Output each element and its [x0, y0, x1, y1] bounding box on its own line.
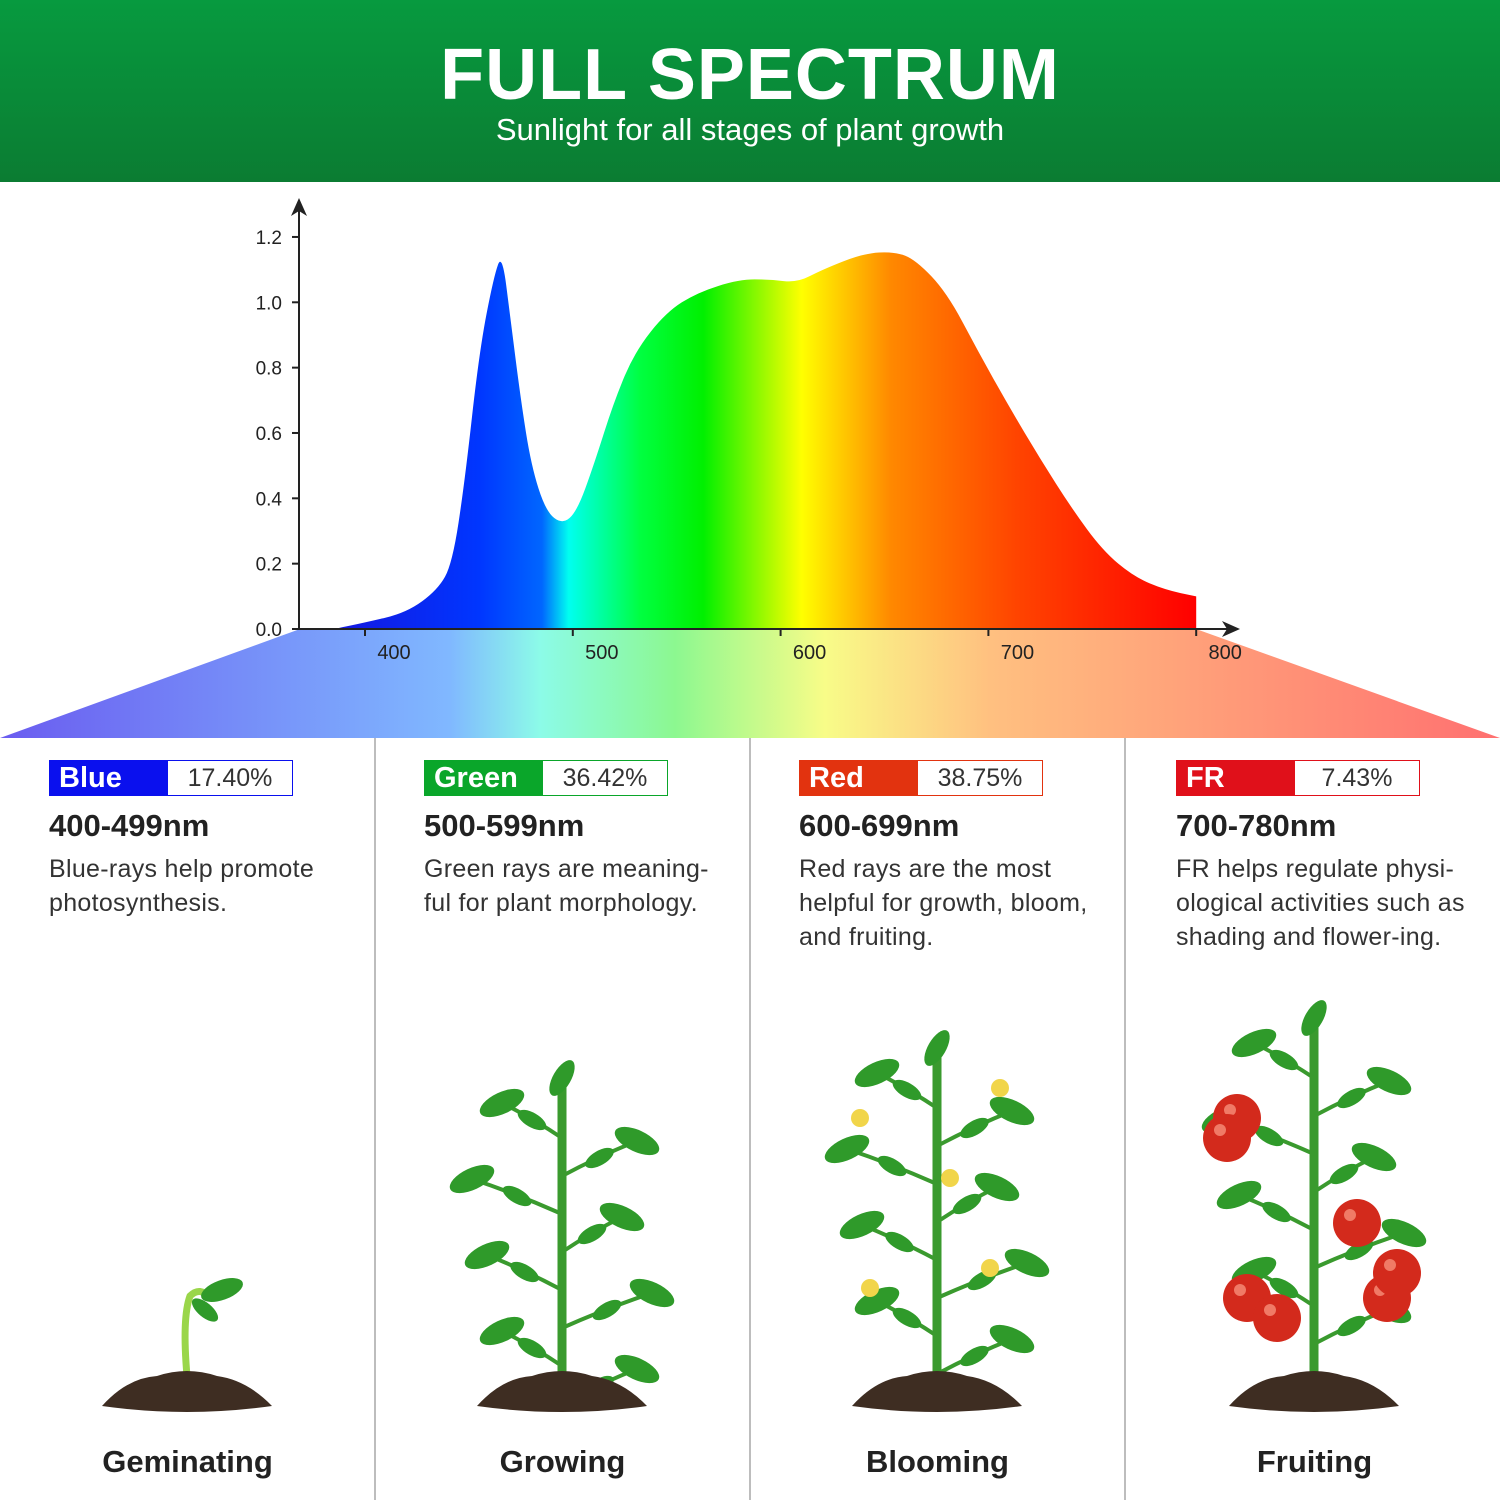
band-name: Red: [800, 761, 918, 795]
band-column-green: Green 36.42% 500-599nm Green rays are me…: [375, 738, 750, 1500]
band-column-fr: FR 7.43% 700-780nm FR helps regulate phy…: [1127, 738, 1500, 1500]
y-tick-label: 1.0: [256, 293, 282, 314]
plant-illustration-growing: [449, 1060, 675, 1412]
band-range: 700-780nm: [1176, 808, 1337, 843]
y-tick-label: 0.6: [256, 424, 282, 445]
growth-stage-label: Blooming: [866, 1444, 1009, 1479]
column-divider: [749, 738, 751, 1500]
plant-illustration-blooming: [824, 1030, 1050, 1412]
spectrum-chart: 0.0 0.2 0.4 0.6 0.8 1.0 1.2 400 500 600 700 800: [0, 198, 1500, 738]
column-divider: [1124, 738, 1126, 1500]
band-description: Red rays are the most helpful for growth…: [799, 855, 1088, 951]
band-badge: Red 38.75%: [799, 760, 1043, 796]
growth-stage-label: Fruiting: [1256, 1444, 1373, 1479]
plant-illustration-fruiting: [1201, 1000, 1427, 1412]
band-column-red: Red 38.75% 600-699nm Red rays are the mo…: [750, 738, 1125, 1500]
plant-illustration-geminating: [102, 1278, 272, 1412]
band-percent: 7.43%: [1321, 764, 1393, 792]
band-badge: FR 7.43%: [1176, 760, 1420, 796]
band-name: Blue: [50, 761, 168, 795]
band-name: FR: [1177, 761, 1295, 795]
x-tick-label: 500: [585, 642, 618, 664]
band-percent: 38.75%: [937, 764, 1023, 792]
y-tick-label: 0.0: [256, 620, 282, 641]
page-subtitle: Sunlight for all stages of plant growth: [495, 112, 1005, 147]
x-tick-label: 600: [793, 642, 826, 664]
x-tick-label: 400: [377, 642, 410, 664]
band-description: Green rays are meaning-ful for plant mor…: [424, 855, 709, 917]
y-tick-label: 0.4: [256, 489, 283, 510]
y-axis-arrow: [291, 198, 307, 216]
band-column-blue: Blue 17.40% 400-499nm Blue-rays help pro…: [0, 738, 375, 1500]
band-name: Green: [425, 761, 543, 795]
x-tick-label: 800: [1209, 642, 1242, 664]
x-axis-arrow: [1222, 621, 1240, 637]
band-range: 400-499nm: [49, 808, 210, 843]
band-description: FR helps regulate physi-ological activit…: [1176, 855, 1465, 951]
band-description: Blue-rays help promote photosynthesis.: [49, 855, 315, 917]
band-badge: Blue 17.40%: [49, 760, 293, 796]
band-range: 500-599nm: [424, 808, 585, 843]
band-badge: Green 36.42%: [424, 760, 668, 796]
y-tick-label: 0.8: [256, 359, 282, 380]
band-percent: 36.42%: [562, 764, 648, 792]
growth-stage-label: Growing: [499, 1444, 626, 1479]
spectrum-area: [333, 252, 1197, 629]
spectrum-fan: [0, 629, 1500, 738]
y-tick-label: 0.2: [256, 555, 282, 576]
band-percent: 17.40%: [187, 764, 273, 792]
y-tick-label: 1.2: [256, 228, 282, 249]
growth-stage-label: Geminating: [102, 1444, 273, 1479]
header-banner: FULL SPECTRUM Sunlight for all stages of…: [0, 0, 1500, 182]
page-title: FULL SPECTRUM: [440, 35, 1060, 115]
band-range: 600-699nm: [799, 808, 960, 843]
column-divider: [374, 738, 376, 1500]
x-tick-label: 700: [1001, 642, 1034, 664]
